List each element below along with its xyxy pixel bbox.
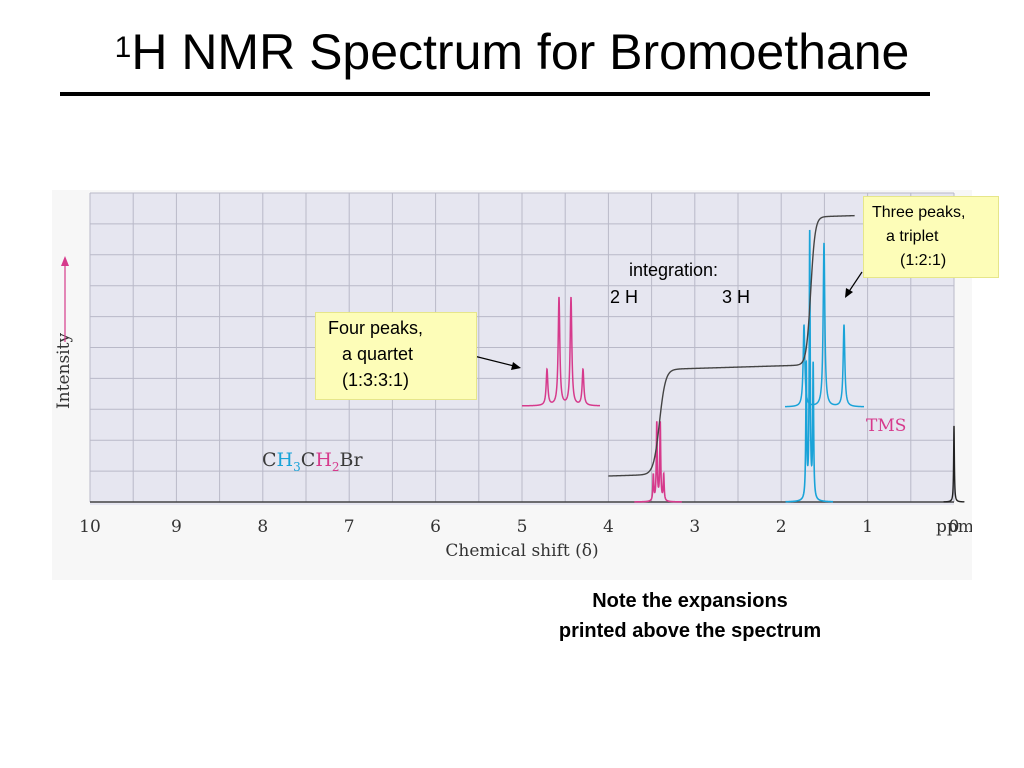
formula-c1: C bbox=[262, 449, 277, 471]
formula-sub3: 3 bbox=[293, 460, 301, 474]
ch2-quartet-line bbox=[634, 421, 682, 503]
x-tick-labels: 10 9 8 7 6 5 4 3 2 1 0 bbox=[79, 517, 959, 537]
x-tick-label: 3 bbox=[689, 517, 700, 537]
x-unit-label: ppm bbox=[936, 517, 972, 537]
formula-sub2: 2 bbox=[332, 460, 340, 474]
title-text: H NMR Spectrum for Bromoethane bbox=[131, 24, 910, 80]
integration-2h-label: 2 H bbox=[610, 287, 639, 307]
x-tick-label: 2 bbox=[776, 517, 787, 537]
triplet-note-line-3: (1:2:1) bbox=[900, 252, 947, 269]
tms-peak-line bbox=[943, 425, 965, 503]
x-tick-label: 9 bbox=[171, 517, 182, 537]
spectrum-panel: 10 9 8 7 6 5 4 3 2 1 0 ppm Chemical shift (δ) Inte… bbox=[52, 190, 972, 580]
formula-br: Br bbox=[340, 449, 364, 471]
triplet-note: Three peaks, a triplet (1:2:1) bbox=[863, 196, 999, 278]
x-tick-label: 6 bbox=[430, 517, 441, 537]
triplet-note-line-1: Three peaks, bbox=[872, 204, 966, 221]
integration-label: integration: bbox=[629, 260, 719, 280]
quartet-arrow-line bbox=[469, 354, 515, 367]
ch3-expansion-line bbox=[785, 242, 864, 408]
spectrum-marks bbox=[522, 214, 965, 503]
x-tick-label: 7 bbox=[344, 517, 355, 537]
title-superscript: 1 bbox=[114, 31, 132, 64]
ch2-expansion-line bbox=[522, 296, 600, 407]
formula-h3: H bbox=[277, 449, 294, 471]
quartet-note-line-1: Four peaks, bbox=[328, 318, 424, 338]
footnote-line-2: printed above the spectrum bbox=[558, 620, 822, 642]
x-axis-title: Chemical shift (δ) bbox=[445, 541, 598, 561]
triplet-note-line-2: a triplet bbox=[886, 228, 939, 245]
quartet-note: Four peaks, a quartet (1:3:3:1) bbox=[315, 312, 477, 400]
footnote-line-1: Note the expansions bbox=[592, 590, 788, 612]
grid-lines bbox=[89, 192, 955, 503]
quartet-note-line-2: a quartet bbox=[342, 344, 414, 364]
tms-label: TMS bbox=[866, 416, 906, 436]
x-tick-label: 0 bbox=[949, 517, 960, 537]
integration-curve bbox=[608, 214, 855, 477]
x-tick-label: 4 bbox=[603, 517, 614, 537]
integration-3h-label: 3 H bbox=[722, 287, 751, 307]
formula: CH3CH2Br bbox=[262, 449, 363, 474]
quartet-note-line-3: (1:3:3:1) bbox=[342, 370, 410, 390]
x-tick-label: 8 bbox=[257, 517, 268, 537]
ch3-triplet-line bbox=[785, 229, 834, 503]
y-axis-title-group: Intensity bbox=[54, 333, 74, 409]
footnote: Note the expansions printed above the sp… bbox=[400, 586, 980, 646]
y-axis-arrow-head bbox=[61, 256, 69, 266]
triplet-arrow-head bbox=[845, 288, 853, 298]
title-underline bbox=[60, 92, 930, 96]
formula-c2: C bbox=[301, 449, 316, 471]
formula-h2: H bbox=[315, 449, 332, 471]
x-tick-label: 5 bbox=[517, 517, 528, 537]
x-tick-label: 1 bbox=[862, 517, 873, 537]
x-tick-label: 10 bbox=[79, 517, 101, 537]
slide-title: 1H NMR Spectrum for Bromoethane bbox=[0, 22, 1024, 82]
triplet-arrow-line bbox=[847, 271, 863, 294]
y-axis-title: Intensity bbox=[54, 333, 74, 409]
note-arrows bbox=[469, 271, 863, 370]
nmr-chart: 10 9 8 7 6 5 4 3 2 1 0 ppm Chemical shift (δ) Inte… bbox=[54, 192, 972, 561]
quartet-arrow-head bbox=[511, 362, 521, 370]
